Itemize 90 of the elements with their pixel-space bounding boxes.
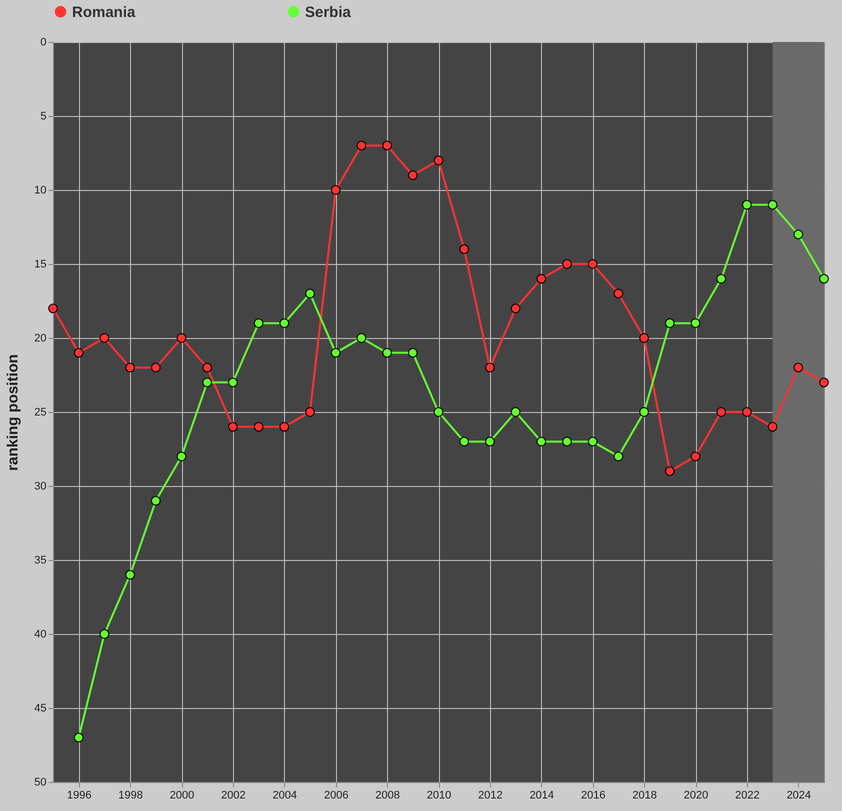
point — [202, 378, 212, 388]
point — [254, 318, 264, 328]
point — [330, 348, 341, 358]
x-tick-label: 2022 — [735, 790, 760, 802]
point — [562, 259, 572, 269]
point — [100, 629, 110, 639]
point — [690, 318, 700, 328]
y-tick-label: 25 — [34, 406, 46, 418]
y-axis-title: ranking position — [4, 354, 22, 471]
point — [664, 318, 675, 328]
y-tick-label: 20 — [34, 332, 46, 344]
point — [459, 244, 470, 254]
y-tick-label: 30 — [34, 480, 46, 492]
point — [150, 496, 161, 506]
y-tick-label: 35 — [34, 554, 46, 566]
x-tick-label: 2024 — [786, 790, 812, 802]
point — [356, 333, 366, 343]
point — [793, 230, 804, 240]
x-tick-label: 1996 — [66, 790, 92, 802]
x-tick-label: 2002 — [221, 790, 246, 802]
point — [819, 378, 829, 388]
point — [279, 318, 290, 328]
point — [793, 362, 804, 372]
point — [74, 348, 84, 358]
point — [305, 407, 315, 417]
point — [356, 140, 366, 150]
x-tick-label: 2014 — [530, 790, 554, 802]
point — [588, 436, 598, 446]
point — [125, 362, 135, 372]
point — [562, 436, 572, 446]
point — [742, 407, 752, 417]
point — [408, 348, 418, 358]
y-tick-label: 10 — [34, 184, 46, 196]
point — [408, 170, 418, 180]
point — [639, 333, 649, 343]
point — [742, 200, 752, 210]
point — [614, 288, 624, 298]
point — [48, 304, 58, 314]
x-tick-label: 2012 — [478, 790, 503, 802]
point — [228, 422, 238, 432]
point — [768, 200, 778, 210]
point — [254, 422, 264, 432]
point — [382, 348, 392, 358]
point — [176, 333, 186, 343]
point — [716, 274, 726, 284]
point — [510, 304, 520, 314]
point — [588, 259, 598, 269]
point — [434, 156, 444, 166]
point — [330, 185, 341, 195]
x-tick-label: 2016 — [580, 790, 606, 802]
x-tick-label: 2000 — [170, 790, 194, 802]
point — [819, 274, 829, 284]
legend-label: Romania — [72, 4, 136, 21]
point — [639, 407, 649, 417]
point — [768, 422, 778, 432]
x-tick-label: 1998 — [118, 790, 143, 802]
point — [664, 466, 675, 476]
point — [690, 452, 700, 462]
point — [125, 570, 135, 580]
legend-label: Serbia — [305, 4, 352, 21]
point — [228, 378, 238, 388]
point — [279, 422, 290, 432]
point — [382, 140, 392, 150]
x-tick-label: 2008 — [375, 790, 400, 802]
point — [485, 436, 495, 446]
y-tick-label: 15 — [34, 258, 46, 270]
x-tick-label: 2020 — [684, 790, 708, 802]
y-tick-label: 5 — [40, 110, 46, 122]
x-tick-label: 2004 — [272, 790, 298, 802]
point — [176, 452, 186, 462]
y-tick-label: 0 — [40, 36, 46, 48]
x-tick-label: 2006 — [324, 790, 348, 802]
point — [614, 452, 624, 462]
point — [485, 362, 495, 372]
point — [74, 732, 84, 742]
y-tick-label: 45 — [34, 702, 46, 714]
x-tick-label: 2018 — [632, 790, 657, 802]
point — [434, 407, 444, 417]
point — [459, 436, 470, 446]
point — [716, 407, 726, 417]
y-tick-label: 50 — [34, 776, 46, 788]
y-tick-label: 40 — [34, 628, 46, 640]
point — [305, 288, 315, 298]
point — [510, 407, 520, 417]
point — [100, 333, 110, 343]
point — [536, 274, 546, 284]
point — [536, 436, 546, 446]
point — [150, 362, 161, 372]
point — [202, 362, 212, 372]
x-tick-label: 2010 — [426, 790, 452, 802]
